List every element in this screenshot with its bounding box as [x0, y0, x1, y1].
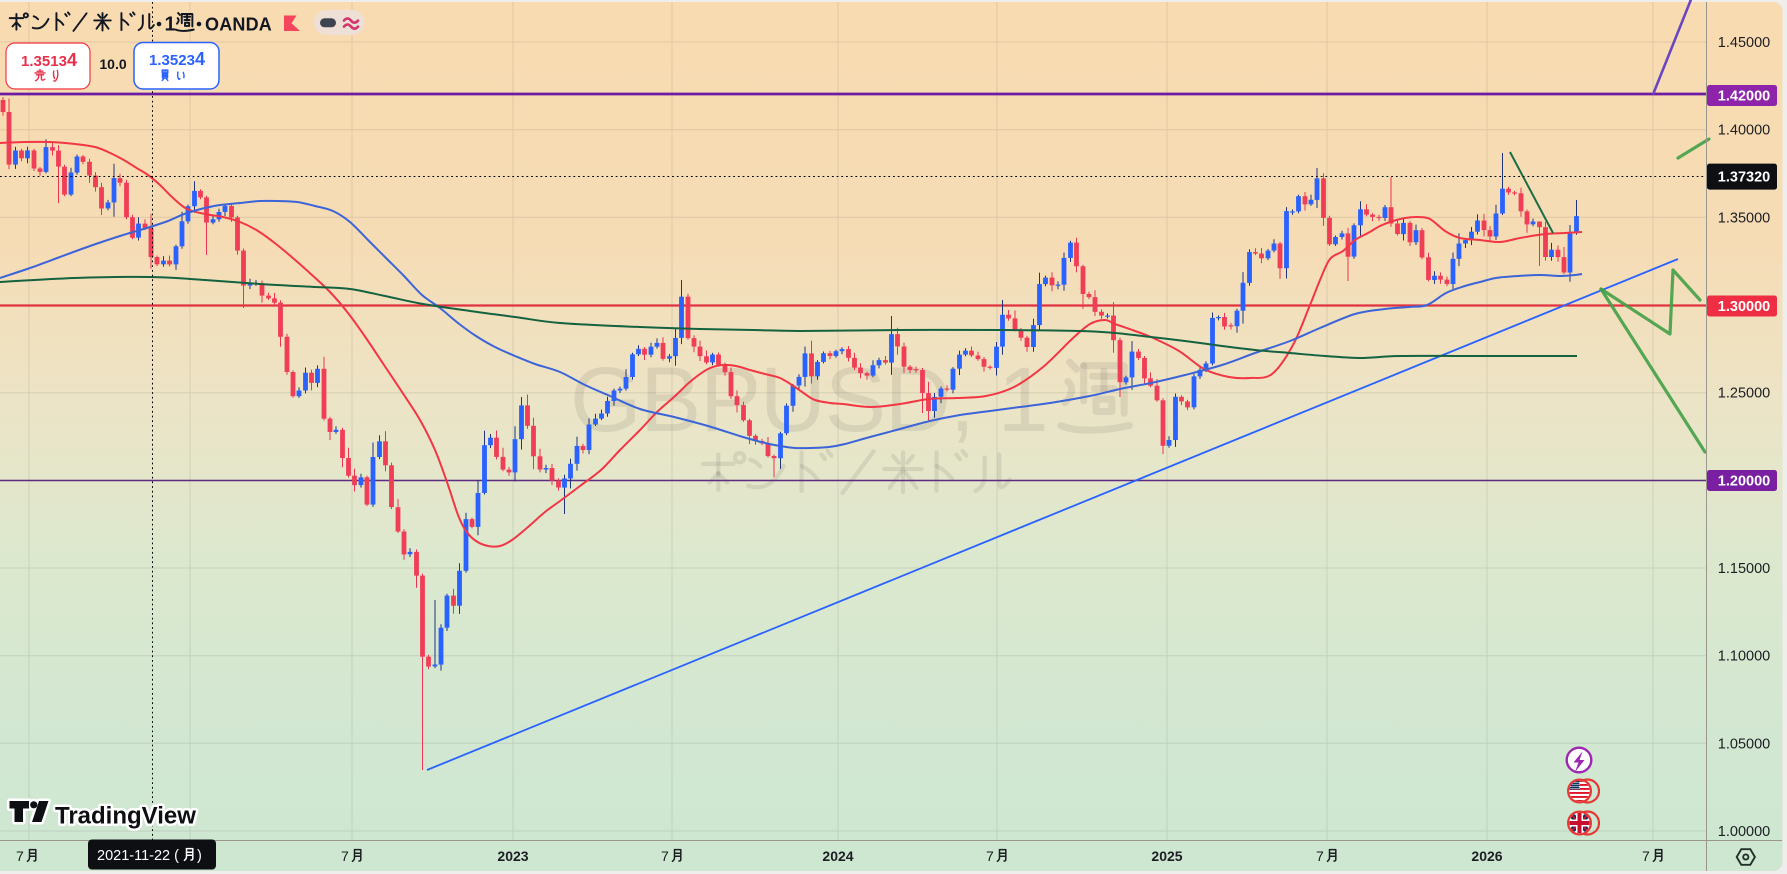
svg-text:TradingView: TradingView: [55, 803, 196, 830]
svg-text:1.42000: 1.42000: [1718, 89, 1770, 105]
svg-text:2023: 2023: [497, 848, 528, 864]
svg-text:1.05000: 1.05000: [1718, 736, 1770, 752]
svg-text:7: 7: [986, 848, 994, 864]
svg-text:1.3513: 1.3513: [21, 53, 67, 70]
svg-text:1.15000: 1.15000: [1718, 561, 1770, 577]
svg-text:1: 1: [165, 14, 176, 36]
svg-text:2021-11-22 (: 2021-11-22 (: [97, 848, 179, 864]
svg-text:1.3523: 1.3523: [149, 52, 195, 69]
svg-text:OANDA: OANDA: [205, 15, 272, 35]
svg-text:1.20000: 1.20000: [1718, 474, 1770, 490]
svg-text:2026: 2026: [1471, 848, 1502, 864]
svg-text:4: 4: [195, 49, 205, 69]
svg-text:7: 7: [341, 848, 349, 864]
svg-text:): ): [197, 848, 202, 864]
svg-text:1.30000: 1.30000: [1718, 299, 1770, 315]
svg-text:TradingView: TradingView: [55, 803, 196, 830]
svg-text:1.00000: 1.00000: [1718, 824, 1770, 840]
svg-text:10.0: 10.0: [99, 56, 126, 72]
svg-text:1.35000: 1.35000: [1718, 210, 1770, 226]
svg-text:7: 7: [16, 848, 24, 864]
svg-text:1.45000: 1.45000: [1718, 35, 1770, 51]
svg-text:GBPUSD, 1: GBPUSD, 1: [570, 349, 1047, 451]
svg-text:7: 7: [1316, 848, 1324, 864]
svg-text:1.40000: 1.40000: [1718, 123, 1770, 139]
svg-text:4: 4: [67, 50, 77, 70]
svg-text:7: 7: [661, 848, 669, 864]
svg-text:2025: 2025: [1151, 848, 1182, 864]
svg-text:7: 7: [1642, 848, 1650, 864]
svg-text:1.10000: 1.10000: [1718, 649, 1770, 665]
svg-text:1.37320: 1.37320: [1718, 170, 1770, 186]
svg-text:2024: 2024: [822, 848, 853, 864]
svg-text:1.25000: 1.25000: [1718, 386, 1770, 402]
